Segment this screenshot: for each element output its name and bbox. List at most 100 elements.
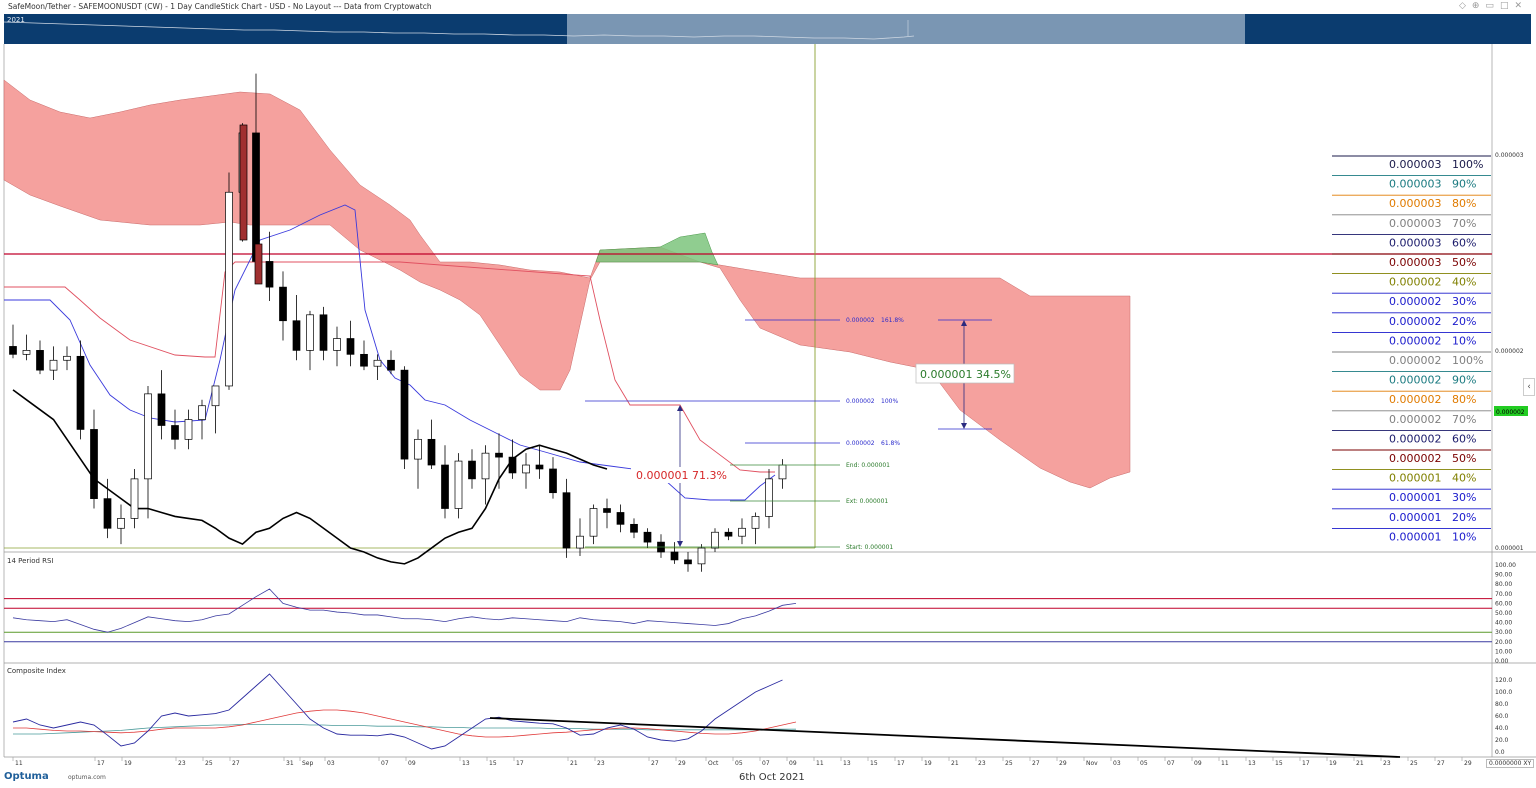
xy-toggle-button[interactable]: 0.0000000 XY	[1486, 759, 1535, 768]
fib-level-pct: 100%	[1452, 354, 1483, 367]
fib-level-price: 0.000002	[1389, 315, 1442, 328]
x-axis-label: 17	[897, 760, 905, 767]
candle-body	[778, 464, 787, 480]
x-axis-label: Oct	[708, 760, 719, 767]
candle-body	[9, 346, 17, 355]
candle-body	[387, 359, 395, 371]
candle-body	[603, 508, 611, 513]
candle-body	[117, 518, 125, 529]
extension-start-label: Start: 0.000001	[846, 544, 893, 551]
x-axis-label: 07	[1167, 760, 1175, 767]
x-axis-label: 17	[516, 760, 524, 767]
minimize-icon[interactable]: ▭	[1485, 1, 1500, 11]
x-axis-label: Sep	[302, 760, 314, 767]
fib-level-pct: 50%	[1452, 452, 1476, 465]
fib-level-price: 0.000002	[1389, 334, 1442, 347]
chart-title: SafeMoon/Tether - SAFEMOONUSDT (CW) - 1 …	[8, 2, 432, 11]
x-axis-label: 23	[178, 760, 186, 767]
optuma-logo: Optuma	[4, 771, 49, 782]
pin-icon[interactable]: ⊕	[1471, 1, 1486, 11]
close-icon[interactable]: ✕	[1514, 1, 1528, 11]
candle-body	[508, 456, 517, 474]
fib-level-pct: 30%	[1452, 295, 1476, 308]
x-axis-label: 23	[1383, 760, 1391, 767]
diamond-icon[interactable]: ◇	[1458, 1, 1472, 11]
fib-level-price: 0.000002	[1389, 452, 1442, 465]
candle-body	[589, 508, 598, 537]
fib-level-price: 0.000001	[1389, 491, 1442, 504]
fib-level-price: 0.000001	[1389, 511, 1442, 524]
candle-body	[254, 243, 263, 285]
y-axis-label: 0.000002	[1495, 348, 1524, 355]
ichimoku-cloud-green	[595, 232, 719, 266]
x-axis-label: 11	[15, 760, 23, 767]
composite-tick-label: 80.0	[1495, 701, 1509, 708]
measure-arrow-down	[961, 423, 967, 429]
candle-body	[184, 419, 193, 440]
x-axis-label: 09	[1194, 760, 1202, 767]
x-axis-label: 13	[462, 760, 470, 767]
fib-level-pct: 80%	[1452, 393, 1476, 406]
x-axis-label: 07	[762, 760, 770, 767]
navigator-window[interactable]	[567, 14, 1245, 44]
window-controls[interactable]: ◇⊕▭□✕	[1459, 1, 1528, 11]
candle-body	[333, 338, 341, 351]
candle-body	[643, 531, 652, 543]
current-price-badge	[1494, 406, 1528, 416]
x-axis-label: 15	[870, 760, 878, 767]
fib-level-price: 0.000003	[1389, 217, 1442, 230]
fib-level-price: 0.000002	[1389, 374, 1442, 387]
fib-level-pct: 40%	[1452, 276, 1476, 289]
candle-body	[306, 314, 314, 351]
fib-level-price: 0.000001	[1389, 530, 1442, 543]
candle-body	[49, 359, 58, 371]
candle-body	[711, 531, 719, 549]
x-axis-label: 11	[1221, 760, 1229, 767]
y-axis-label: 0.000001	[1495, 545, 1524, 552]
candle-body	[454, 460, 463, 509]
composite-pane-label: Composite Index	[7, 667, 66, 675]
fib-level-pct: 20%	[1452, 315, 1476, 328]
rsi-tick-label: 60.00	[1495, 600, 1512, 607]
time-navigator[interactable]: 2021	[4, 14, 1531, 44]
fib-level-pct: 100%	[1452, 158, 1483, 171]
fib-level-price: 0.000002	[1389, 295, 1442, 308]
candle-body	[562, 492, 571, 549]
x-axis-label: 05	[735, 760, 743, 767]
footer-date: 6th Oct 2021	[739, 772, 805, 783]
candle-body	[630, 523, 638, 533]
chart-header: SafeMoon/Tether - SAFEMOONUSDT (CW) - 1 …	[0, 0, 1536, 14]
fib-level-pct: 90%	[1452, 374, 1476, 387]
candle-body	[468, 460, 476, 480]
collapse-panel-icon[interactable]: ‹	[1523, 378, 1535, 396]
fib-level-pct: 90%	[1452, 178, 1476, 191]
rsi-tick-label: 30.00	[1495, 629, 1512, 636]
candle-body	[211, 385, 220, 407]
composite-tick-label: 120.0	[1495, 677, 1512, 684]
candle-body	[103, 498, 112, 529]
candle-body	[495, 452, 503, 458]
fib-level-price: 0.000002	[1389, 413, 1442, 426]
fib-level-price: 0.000002	[1389, 432, 1442, 445]
candle-body	[670, 551, 679, 561]
maximize-icon[interactable]: □	[1499, 1, 1515, 11]
navigator-year-label: 2021	[7, 16, 25, 24]
candle-body	[751, 516, 760, 529]
fib-level-price: 0.000002	[1389, 276, 1442, 289]
fib-level-pct: 50%	[1452, 256, 1476, 269]
rsi-tick-label: 70.00	[1495, 591, 1512, 598]
candle-body	[252, 132, 260, 262]
fib-level-price: 0.000002	[1389, 354, 1442, 367]
candle-body	[319, 314, 328, 351]
rsi-tick-label: 40.00	[1495, 620, 1512, 627]
composite-tick-label: 60.0	[1495, 713, 1509, 720]
x-axis-label: 19	[1329, 760, 1337, 767]
x-axis-label: 11	[816, 760, 824, 767]
last-price-label: 0.0000000	[1489, 760, 1522, 767]
fib-level-pct: 10%	[1452, 530, 1476, 543]
fib-extension-price: 0.000002	[846, 398, 875, 405]
fib-level-price: 0.000003	[1389, 236, 1442, 249]
candle-body	[765, 478, 773, 517]
x-axis-label: 19	[924, 760, 932, 767]
